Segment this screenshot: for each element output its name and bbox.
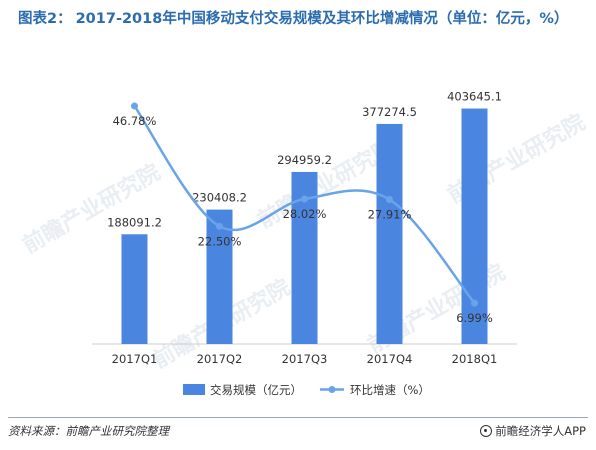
growth-point-2017Q1 bbox=[131, 102, 138, 110]
growth-point-2017Q3 bbox=[301, 195, 308, 203]
x-tick-label: 2018Q1 bbox=[452, 352, 498, 366]
bar-value-label: 294959.2 bbox=[277, 153, 332, 167]
bar-value-label: 188091.2 bbox=[107, 215, 162, 229]
legend-line-marker bbox=[328, 386, 336, 393]
x-tick-label: 2017Q2 bbox=[197, 352, 243, 366]
growth-value-label: 28.02% bbox=[283, 207, 327, 221]
bar-value-label: 377274.5 bbox=[362, 105, 417, 119]
x-tick-label: 2017Q3 bbox=[282, 352, 328, 366]
x-tick-label: 2017Q4 bbox=[367, 352, 413, 366]
growth-value-label: 27.91% bbox=[368, 208, 412, 222]
line-series: 46.78% 22.50% 28.02% 27.91% 6.99% bbox=[113, 102, 493, 325]
growth-point-2017Q2 bbox=[216, 222, 223, 230]
chart-title-text: 2017-2018年中国移动支付交易规模及其环比增减情况（单位：亿元，%） bbox=[75, 11, 569, 27]
bar-value-label: 230408.2 bbox=[192, 191, 247, 205]
growth-value-label: 22.50% bbox=[198, 234, 242, 248]
bar-2018Q1 bbox=[461, 108, 488, 344]
chart-title: 图表2： 2017-2018年中国移动支付交易规模及其环比增减情况（单位：亿元，%… bbox=[18, 8, 583, 30]
x-tick-label: 2017Q1 bbox=[112, 352, 158, 366]
x-axis-tick-labels: 2017Q1 2017Q2 2017Q3 2017Q4 2018Q1 bbox=[112, 352, 498, 366]
bar-value-label: 403645.1 bbox=[447, 90, 502, 104]
growth-point-2018Q1 bbox=[471, 299, 478, 307]
bar-2017Q4 bbox=[376, 123, 403, 344]
footer-divider bbox=[8, 417, 588, 418]
growth-value-label: 46.78% bbox=[113, 114, 157, 128]
bar-2017Q2 bbox=[206, 209, 233, 344]
brand-text: 前瞻经济学人APP bbox=[495, 424, 586, 438]
chart-title-prefix: 图表2： bbox=[18, 11, 72, 27]
brand-credit: 前瞻经济学人APP bbox=[480, 423, 586, 439]
bar-2017Q1 bbox=[121, 234, 148, 344]
growth-value-label: 6.99% bbox=[456, 311, 493, 325]
legend-bar-label: 交易规模（亿元） bbox=[210, 383, 302, 397]
brand-logo-icon bbox=[480, 425, 493, 437]
legend-bar-swatch bbox=[183, 384, 205, 395]
growth-point-2017Q4 bbox=[386, 196, 393, 204]
source-note: 资料来源：前瞻产业研究院整理 bbox=[8, 424, 169, 438]
legend: 交易规模（亿元） 环比增速（%） bbox=[183, 383, 430, 397]
legend-line-label: 环比增速（%） bbox=[350, 383, 430, 397]
